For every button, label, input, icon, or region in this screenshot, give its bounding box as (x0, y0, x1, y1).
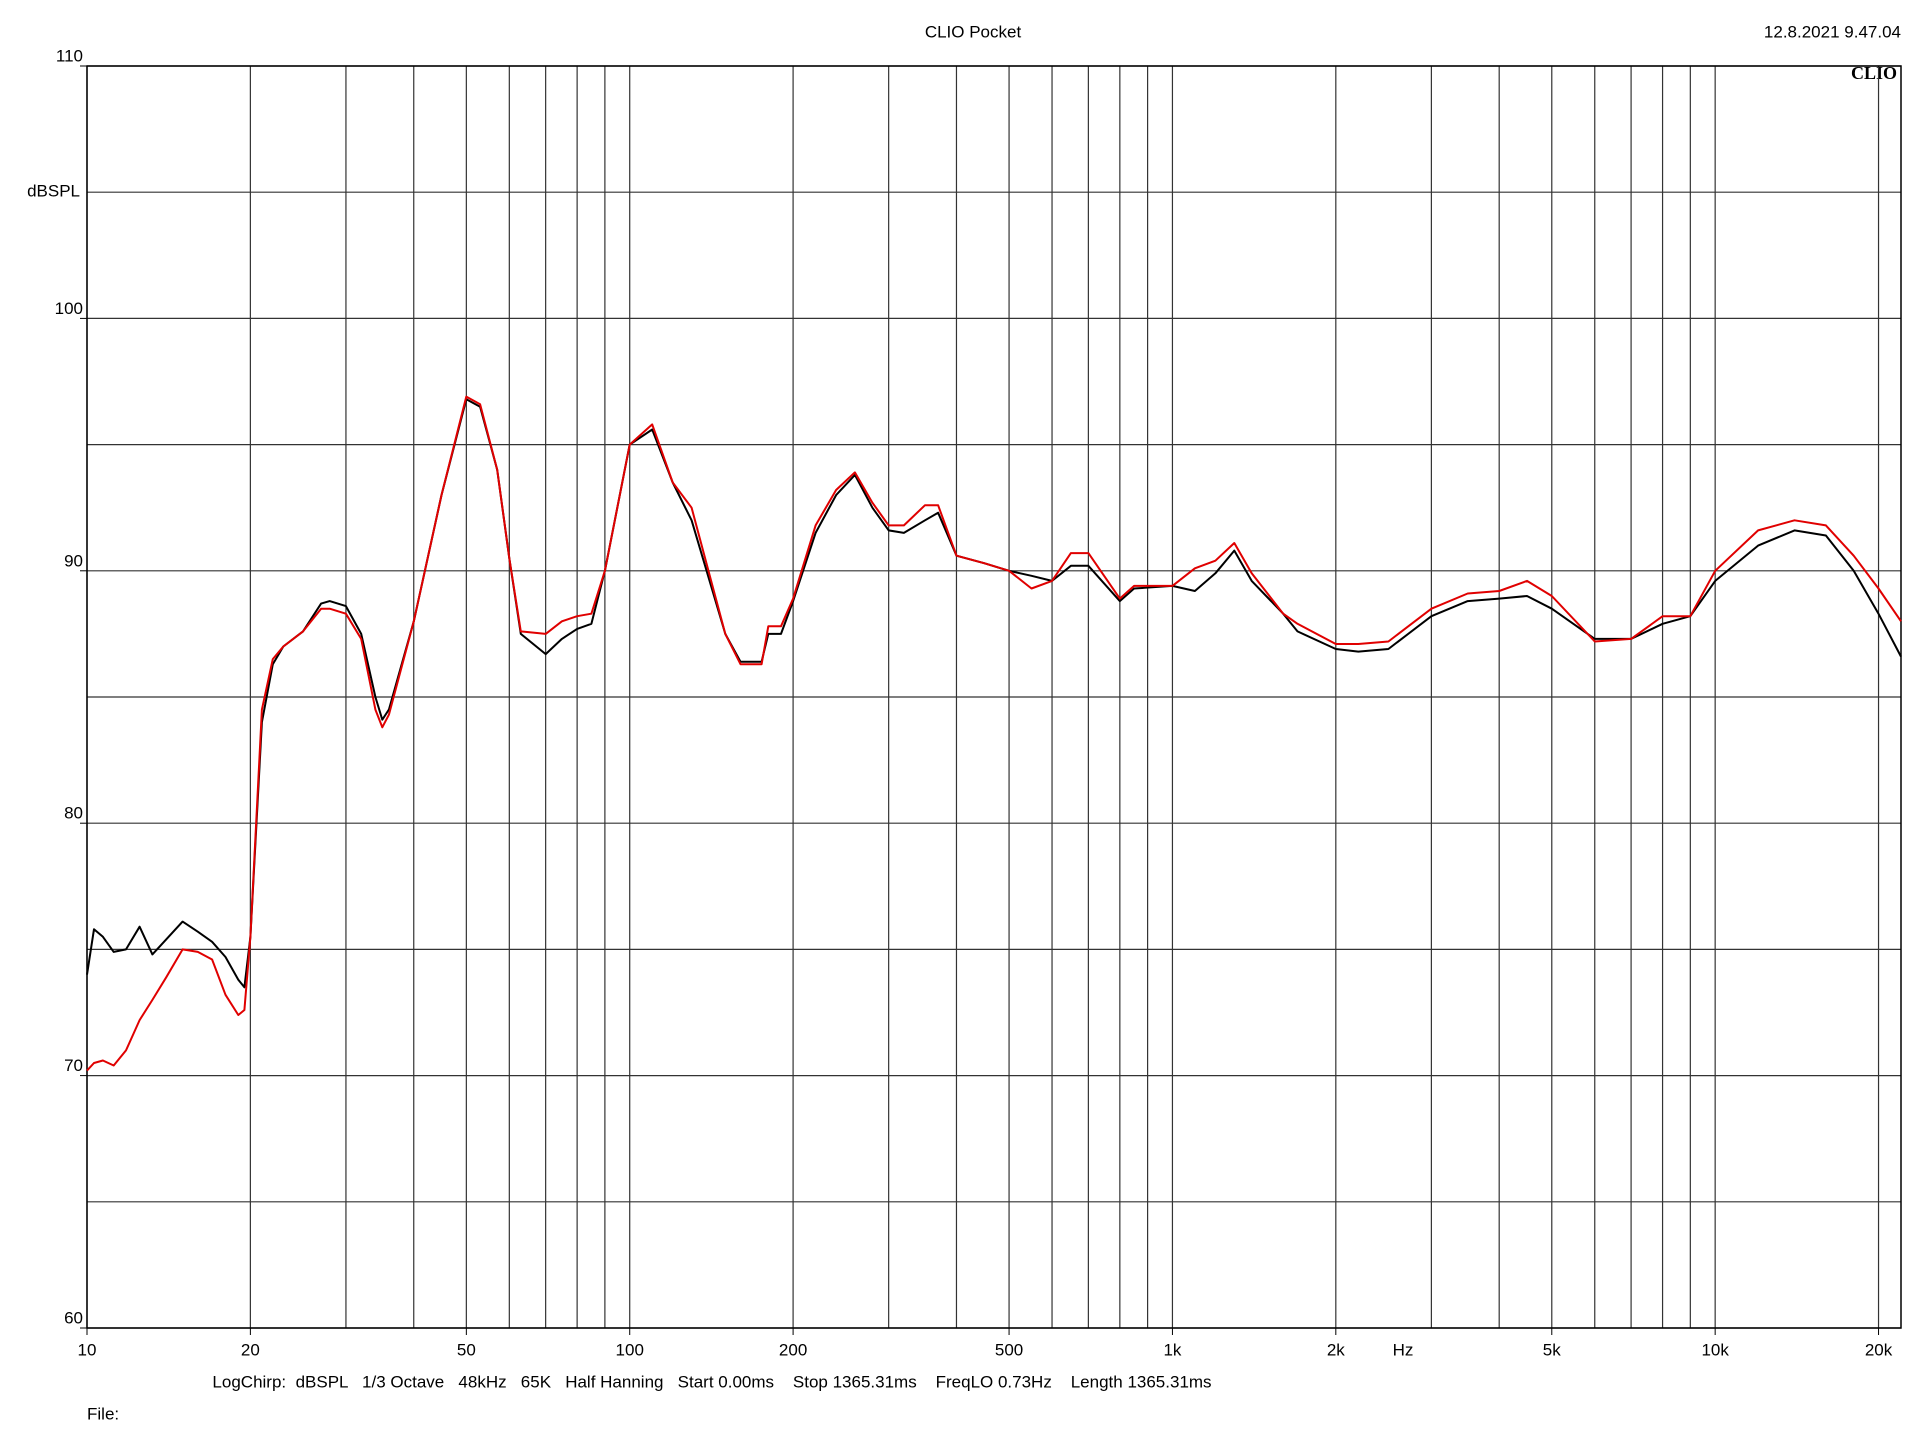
footer: LogChirp: dBSPL 1/3 Octave 48kHz 65K Hal… (212, 1372, 1211, 1391)
x-tick-label: 20k (1865, 1340, 1893, 1359)
x-tick-label: 20 (241, 1340, 260, 1359)
series-line (86, 395, 1902, 1072)
x-tick-label: 1k (1163, 1340, 1181, 1359)
x-tick-label: 500 (995, 1340, 1023, 1359)
x-tick-label: 2k (1327, 1340, 1345, 1359)
y-tick-label: 60 (64, 1308, 83, 1327)
file-label: File: (87, 1404, 119, 1423)
x-tick-label: 100 (616, 1340, 644, 1359)
x-tick-label: 200 (779, 1340, 807, 1359)
timestamp: 12.8.2021 9.47.04 (1764, 22, 1901, 41)
y-tick-label: 70 (64, 1056, 83, 1075)
x-tick-label: 50 (457, 1340, 476, 1359)
x-axis-label: Hz (1393, 1340, 1414, 1359)
y-tick-label: 90 (64, 551, 83, 570)
x-tick-label: 10 (78, 1340, 97, 1359)
y-axis-label: dBSPL (27, 181, 80, 200)
x-tick-label: 10k (1701, 1340, 1729, 1359)
y-tick-label: 110 (56, 46, 83, 65)
x-tick-label: 5k (1543, 1340, 1561, 1359)
logo: CLIO (1851, 63, 1897, 83)
y-tick-label: 80 (64, 804, 83, 823)
plot-frame (86, 65, 1902, 1329)
chart-title: CLIO Pocket (925, 22, 1022, 41)
y-tick-label: 100 (55, 299, 83, 318)
series-line (86, 398, 1902, 989)
